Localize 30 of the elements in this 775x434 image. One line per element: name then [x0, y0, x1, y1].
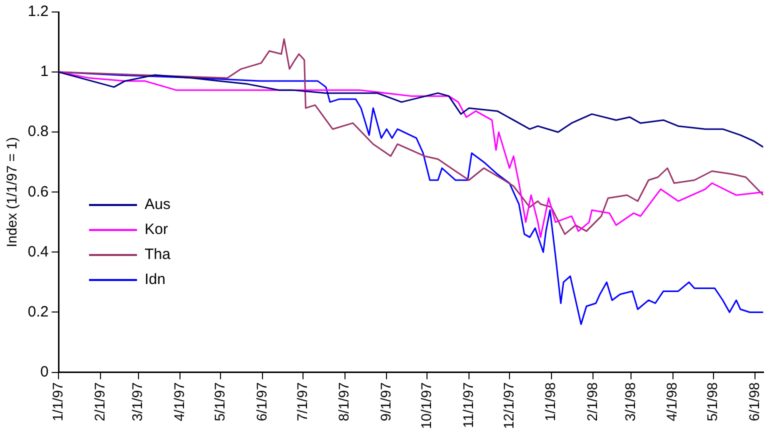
x-tick-label: 4/1/97	[171, 382, 187, 422]
y-tick-label: 0	[40, 363, 49, 380]
legend-label: Kor	[144, 221, 168, 238]
legend-label: Idn	[144, 271, 166, 288]
x-tick-label: 6/1/98	[746, 382, 762, 422]
legend-label: Aus	[144, 196, 170, 214]
x-tick-label: 1/1/98	[542, 382, 558, 422]
x-tick-label: 7/1/97	[294, 382, 310, 422]
y-tick-label: 0.8	[28, 123, 49, 140]
x-tick-label: 1/1/97	[50, 382, 66, 422]
y-tick-label: 1	[40, 63, 49, 80]
x-tick-label: 3/1/98	[622, 382, 638, 422]
x-tick-label: 5/1/97	[211, 382, 228, 422]
x-tick-label: 4/1/98	[664, 382, 680, 422]
x-tick-label: 10/1/97	[418, 382, 434, 430]
x-tick-label: 12/1/97	[500, 382, 516, 430]
x-tick-label: 9/1/97	[378, 382, 394, 422]
y-tick-label: 1.2	[28, 3, 49, 20]
legend-label: Tha	[144, 246, 170, 264]
x-tick-label: 11/1/97	[460, 382, 476, 428]
y-tick-label: 0.6	[28, 183, 49, 200]
x-tick-label: 8/1/97	[336, 382, 352, 422]
y-axis-title: Index (1/1/97 = 1)	[3, 137, 20, 248]
x-tick-label: 3/1/97	[129, 382, 146, 422]
x-tick-label: 2/1/97	[91, 382, 108, 422]
y-tick-label: 0.4	[28, 243, 49, 260]
y-tick-label: 0.2	[28, 303, 49, 320]
x-tick-label: 6/1/97	[253, 382, 270, 422]
x-tick-label: 5/1/98	[704, 382, 720, 422]
x-tick-label: 2/1/98	[584, 382, 600, 422]
